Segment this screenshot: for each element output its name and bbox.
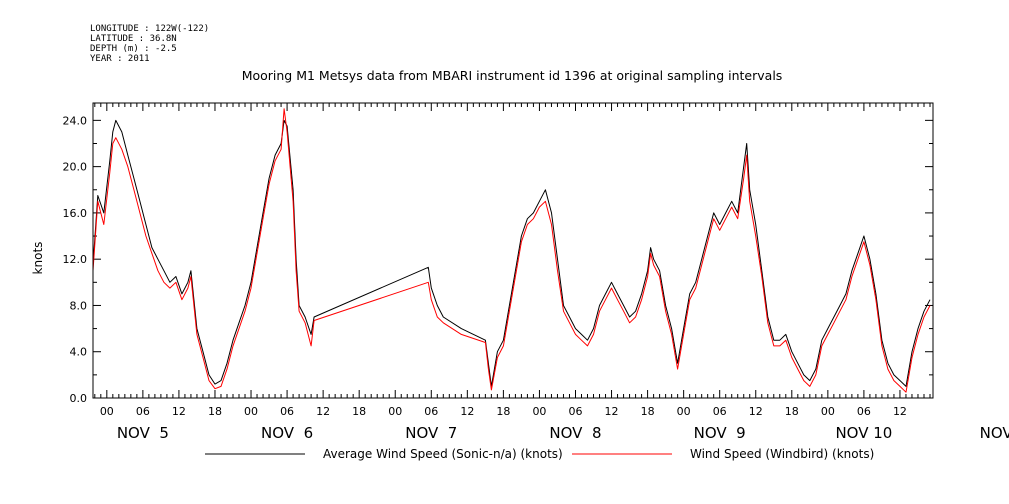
x-tick-label: 06 (280, 405, 294, 418)
day-label: NOV 11 (980, 424, 1009, 442)
tick-marks (93, 103, 933, 399)
x-tick-label: 12 (172, 405, 186, 418)
x-tick-label: 06 (424, 405, 438, 418)
x-tick-label: 12 (893, 405, 907, 418)
day-label: NOV 10 (835, 424, 892, 442)
x-tick-label: 00 (244, 405, 258, 418)
x-tick-label: 06 (136, 405, 150, 418)
x-tick-label: 00 (100, 405, 114, 418)
y-tick-label: 8.0 (70, 299, 88, 312)
x-tick-label: 06 (568, 405, 582, 418)
x-tick-label: 12 (749, 405, 763, 418)
x-tick-label: 06 (857, 405, 871, 418)
latitude-label: LATITUDE : 36.8N (90, 34, 177, 44)
day-labels: NOV 5 NOV 6 NOV 7 NOV 8 NOV 9 NOV 10 NOV 11 (117, 424, 1009, 442)
y-tick-label: 4.0 (70, 346, 88, 359)
x-tick-labels: 00 06 12 18 00 06 12 18 00 06 12 18 00 06 12 18 00 06 12 18… (100, 405, 907, 418)
y-axis-label: knots (31, 242, 45, 275)
x-tick-label: 00 (532, 405, 546, 418)
year-label: YEAR : 2011 (90, 54, 150, 64)
y-tick-label: 12.0 (63, 253, 88, 266)
y-tick-label: 24.0 (63, 114, 88, 127)
longitude-label: LONGITUDE : 122W(-122) (90, 24, 209, 34)
y-tick-labels: 0.0 4.0 8.0 12.0 16.0 20.0 24.0 (63, 114, 88, 405)
day-label: NOV 6 (261, 424, 313, 442)
legend: Average Wind Speed (Sonic-n/a) (knots) W… (205, 447, 874, 461)
series-line-sonic (92, 119, 931, 387)
metadata-block: LONGITUDE : 122W(-122) LATITUDE : 36.8N … (90, 24, 209, 64)
day-label: NOV 9 (694, 424, 746, 442)
series-lines (92, 108, 931, 393)
plot-frame (92, 102, 934, 399)
y-tick-label: 0.0 (70, 392, 88, 405)
x-tick-label: 12 (460, 405, 474, 418)
legend-label-sonic: Average Wind Speed (Sonic-n/a) (knots) (323, 447, 563, 461)
series-line-windbird (92, 108, 931, 393)
x-tick-label: 18 (496, 405, 510, 418)
x-tick-label: 00 (388, 405, 402, 418)
x-tick-label: 12 (605, 405, 619, 418)
day-label: NOV 7 (405, 424, 457, 442)
y-tick-label: 20.0 (63, 161, 88, 174)
x-tick-label: 18 (208, 405, 222, 418)
legend-label-windbird: Wind Speed (Windbird) (knots) (690, 447, 874, 461)
chart-title: Mooring M1 Metsys data from MBARI instru… (242, 68, 783, 83)
x-tick-label: 18 (785, 405, 799, 418)
y-tick-label: 16.0 (63, 207, 88, 220)
x-tick-label: 18 (641, 405, 655, 418)
x-tick-label: 00 (821, 405, 835, 418)
x-tick-label: 06 (713, 405, 727, 418)
depth-label: DEPTH (m) : -2.5 (90, 44, 177, 54)
x-tick-label: 00 (677, 405, 691, 418)
day-label: NOV 5 (117, 424, 169, 442)
day-label: NOV 8 (549, 424, 601, 442)
x-tick-label: 18 (352, 405, 366, 418)
x-tick-label: 12 (316, 405, 330, 418)
